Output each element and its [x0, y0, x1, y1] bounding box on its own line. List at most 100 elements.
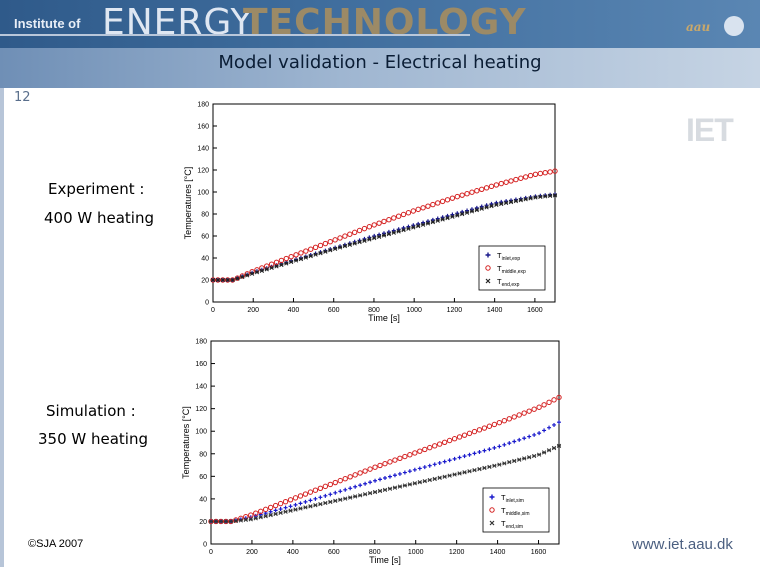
data-point — [477, 450, 482, 455]
data-point — [518, 175, 524, 181]
data-point — [327, 239, 333, 245]
data-point — [382, 231, 386, 236]
data-point — [318, 251, 323, 256]
data-point — [552, 168, 558, 174]
data-point — [474, 205, 479, 210]
experiment-label: Experiment : — [48, 180, 145, 198]
data-point — [445, 213, 450, 218]
data-point — [337, 235, 343, 241]
data-point — [537, 170, 544, 177]
data-point — [538, 194, 543, 200]
legend-marker — [489, 520, 495, 526]
data-point — [483, 185, 490, 191]
data-point — [308, 498, 313, 503]
data-point — [492, 463, 497, 468]
data-point — [441, 439, 448, 445]
y-tick-label: 0 — [203, 542, 207, 549]
data-point — [447, 458, 452, 463]
data-point — [351, 229, 358, 236]
data-point — [521, 410, 527, 416]
data-point — [328, 248, 333, 253]
data-point — [278, 507, 283, 512]
data-point — [240, 274, 245, 280]
data-point — [417, 448, 423, 454]
data-point — [455, 211, 460, 216]
y-tick-label: 0 — [205, 300, 209, 307]
data-point — [479, 206, 484, 211]
series-1 — [210, 168, 558, 283]
data-point — [323, 493, 328, 498]
data-point — [288, 253, 294, 260]
data-point — [440, 217, 445, 222]
data-point — [492, 445, 497, 450]
data-point — [402, 453, 408, 460]
data-point — [508, 199, 514, 205]
data-point — [507, 441, 512, 446]
data-point — [417, 480, 422, 485]
data-point — [303, 248, 309, 254]
y-tick-label: 160 — [195, 361, 207, 368]
data-point — [481, 425, 488, 431]
legend-entry: Tend,exp — [497, 277, 520, 288]
aau-label: aau — [686, 20, 711, 34]
data-point — [497, 462, 502, 467]
data-point — [218, 519, 224, 524]
data-point — [392, 485, 398, 490]
y-tick-label: 100 — [197, 190, 209, 197]
data-point — [506, 416, 512, 422]
data-point — [513, 176, 519, 183]
website-link[interactable]: www.iet.aau.dk — [632, 536, 733, 553]
data-point — [392, 473, 397, 478]
data-point — [342, 243, 348, 249]
x-tick-label: 1400 — [487, 307, 503, 314]
data-point — [273, 259, 280, 265]
data-point — [208, 519, 214, 524]
data-point — [498, 180, 504, 187]
data-point — [437, 460, 442, 465]
data-point — [298, 506, 303, 511]
data-point — [268, 509, 273, 514]
series-2 — [208, 443, 562, 524]
data-point — [312, 244, 319, 251]
data-point — [378, 477, 383, 482]
data-point — [547, 193, 553, 198]
legend-entry: Tmiddle,exp — [497, 264, 526, 275]
data-point — [303, 505, 308, 510]
data-point — [472, 467, 477, 473]
data-point — [293, 507, 298, 512]
data-point — [372, 233, 377, 238]
data-point — [547, 425, 552, 430]
data-point — [467, 469, 472, 474]
data-point — [527, 455, 532, 460]
data-point — [220, 277, 225, 283]
data-point — [411, 223, 416, 228]
data-point — [353, 484, 358, 489]
data-point — [263, 514, 268, 519]
data-point — [298, 256, 304, 262]
data-point — [283, 509, 288, 514]
data-point — [328, 499, 333, 505]
data-point — [362, 238, 367, 243]
data-point — [303, 255, 308, 260]
data-point — [533, 195, 538, 200]
data-point — [259, 268, 265, 273]
legend-entry: Tinlet,sim — [501, 493, 524, 504]
technology-word: TECHNOLOGY — [243, 2, 527, 43]
data-point — [268, 261, 275, 267]
data-point — [427, 463, 432, 468]
data-point — [323, 500, 328, 506]
data-point — [401, 227, 406, 233]
legend-entry: Tend,sim — [501, 519, 523, 530]
data-point — [502, 461, 507, 466]
data-point — [527, 172, 534, 179]
data-point — [312, 487, 319, 493]
data-point — [347, 242, 352, 247]
y-axis-label: Temperatures [°C] — [183, 167, 193, 240]
data-point — [332, 479, 338, 486]
data-point — [357, 470, 363, 476]
x-tick-label: 800 — [368, 307, 380, 314]
data-point — [313, 496, 318, 501]
data-point — [476, 427, 483, 433]
experiment-chart: 0 200 400 600 800 1000 1200 1400 1600 0 20 40 60 80 10… — [183, 102, 558, 323]
series-0 — [209, 420, 561, 524]
